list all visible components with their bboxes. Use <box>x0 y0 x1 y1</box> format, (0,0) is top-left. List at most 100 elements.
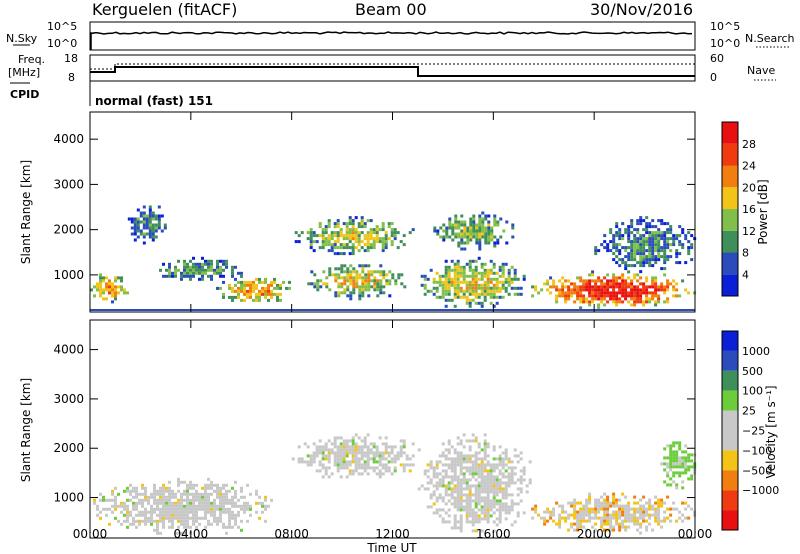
echo-cell <box>136 223 140 227</box>
echo-cell <box>630 303 634 307</box>
echo-cell <box>201 256 204 260</box>
echo-cell <box>447 514 451 518</box>
echo-cell <box>349 279 353 283</box>
echo-cell <box>633 258 637 262</box>
echo-cell <box>348 228 352 232</box>
echo-cell <box>346 270 350 274</box>
echo-cell <box>378 451 382 455</box>
echo-cell <box>144 492 147 496</box>
echo-cell <box>240 489 243 493</box>
echo-cell <box>141 504 144 508</box>
echo-cell <box>492 265 496 269</box>
echo-cell <box>450 478 454 482</box>
echo-cell <box>606 501 610 505</box>
echo-cell <box>474 472 478 476</box>
echo-cell <box>474 499 478 503</box>
echo-cell <box>441 481 445 485</box>
echo-cell <box>675 450 679 454</box>
echo-cell <box>139 220 143 224</box>
echo-cell <box>483 463 487 467</box>
echo-cell <box>186 525 189 529</box>
echo-cell <box>279 286 282 290</box>
echo-cell <box>633 291 637 295</box>
echo-cell <box>642 234 646 238</box>
echo-cell <box>387 460 391 464</box>
echo-cell <box>192 274 195 278</box>
echo-cell <box>447 289 451 293</box>
echo-cell <box>465 454 469 458</box>
echo-cell <box>204 498 207 502</box>
echo-cell <box>501 505 505 509</box>
echo-cell <box>507 274 511 278</box>
echo-cell <box>471 298 475 302</box>
echo-cell <box>189 510 192 514</box>
echo-cell <box>465 520 469 524</box>
echo-cell <box>144 510 147 514</box>
echo-cell <box>177 501 180 505</box>
echo-cell <box>660 288 664 292</box>
echo-cell <box>513 292 517 296</box>
echo-cell <box>195 525 198 529</box>
echo-cell <box>318 439 322 443</box>
echo-cell <box>489 463 493 467</box>
echo-cell <box>633 252 637 256</box>
echo-cell <box>453 517 457 521</box>
echo-cell <box>447 451 451 455</box>
echo-cell <box>180 274 183 278</box>
echo-cell <box>459 487 463 491</box>
echo-cell <box>639 504 643 508</box>
echo-cell <box>570 525 574 529</box>
echo-cell <box>249 295 252 299</box>
echo-cell <box>615 234 619 238</box>
echo-cell <box>129 513 132 517</box>
echo-cell <box>465 466 469 470</box>
echo-cell <box>261 501 264 505</box>
echo-cell <box>660 246 664 250</box>
echo-cell <box>690 477 694 481</box>
echo-cell <box>690 507 694 511</box>
y-tick-label: 1000 <box>53 491 84 505</box>
echo-cell <box>216 492 219 496</box>
echo-cell <box>501 487 505 491</box>
search-tick-top: 10^5 <box>710 20 741 33</box>
echo-cell <box>328 270 332 274</box>
echo-cell <box>483 298 487 302</box>
echo-cell <box>513 520 517 524</box>
echo-cell <box>216 268 219 272</box>
echo-cell <box>207 259 210 263</box>
echo-cell <box>573 288 577 292</box>
echo-cell <box>216 483 219 487</box>
echo-cell <box>246 283 249 287</box>
echo-cell <box>687 453 691 457</box>
echo-cell <box>321 246 325 250</box>
echo-cell <box>141 492 144 496</box>
echo-cell <box>333 231 337 235</box>
echo-cell <box>142 235 146 239</box>
echo-cell <box>663 300 667 304</box>
echo-cell <box>174 510 177 514</box>
echo-cell <box>324 231 328 235</box>
echo-cell <box>321 457 325 461</box>
echo-cell <box>450 280 454 284</box>
echo-cell <box>195 519 198 523</box>
echo-cell <box>564 297 568 301</box>
echo-cell <box>333 439 337 443</box>
echo-cell <box>145 232 149 236</box>
echo-cell <box>367 282 371 286</box>
echo-cell <box>465 460 469 464</box>
time-x-label: Time UT <box>366 541 417 554</box>
echo-cell <box>150 492 153 496</box>
echo-cell <box>450 490 454 494</box>
echo-cell <box>642 504 646 508</box>
echo-cell <box>204 510 207 514</box>
echo-cell <box>378 460 382 464</box>
echo-cell <box>645 288 649 292</box>
echo-cell <box>672 465 676 469</box>
echo-cell <box>135 519 138 523</box>
echo-cell <box>447 292 451 296</box>
echo-cell <box>366 249 370 253</box>
echo-cell <box>186 519 189 523</box>
echo-cell <box>648 300 652 304</box>
echo-cell <box>372 243 376 247</box>
echo-cell <box>216 271 219 275</box>
